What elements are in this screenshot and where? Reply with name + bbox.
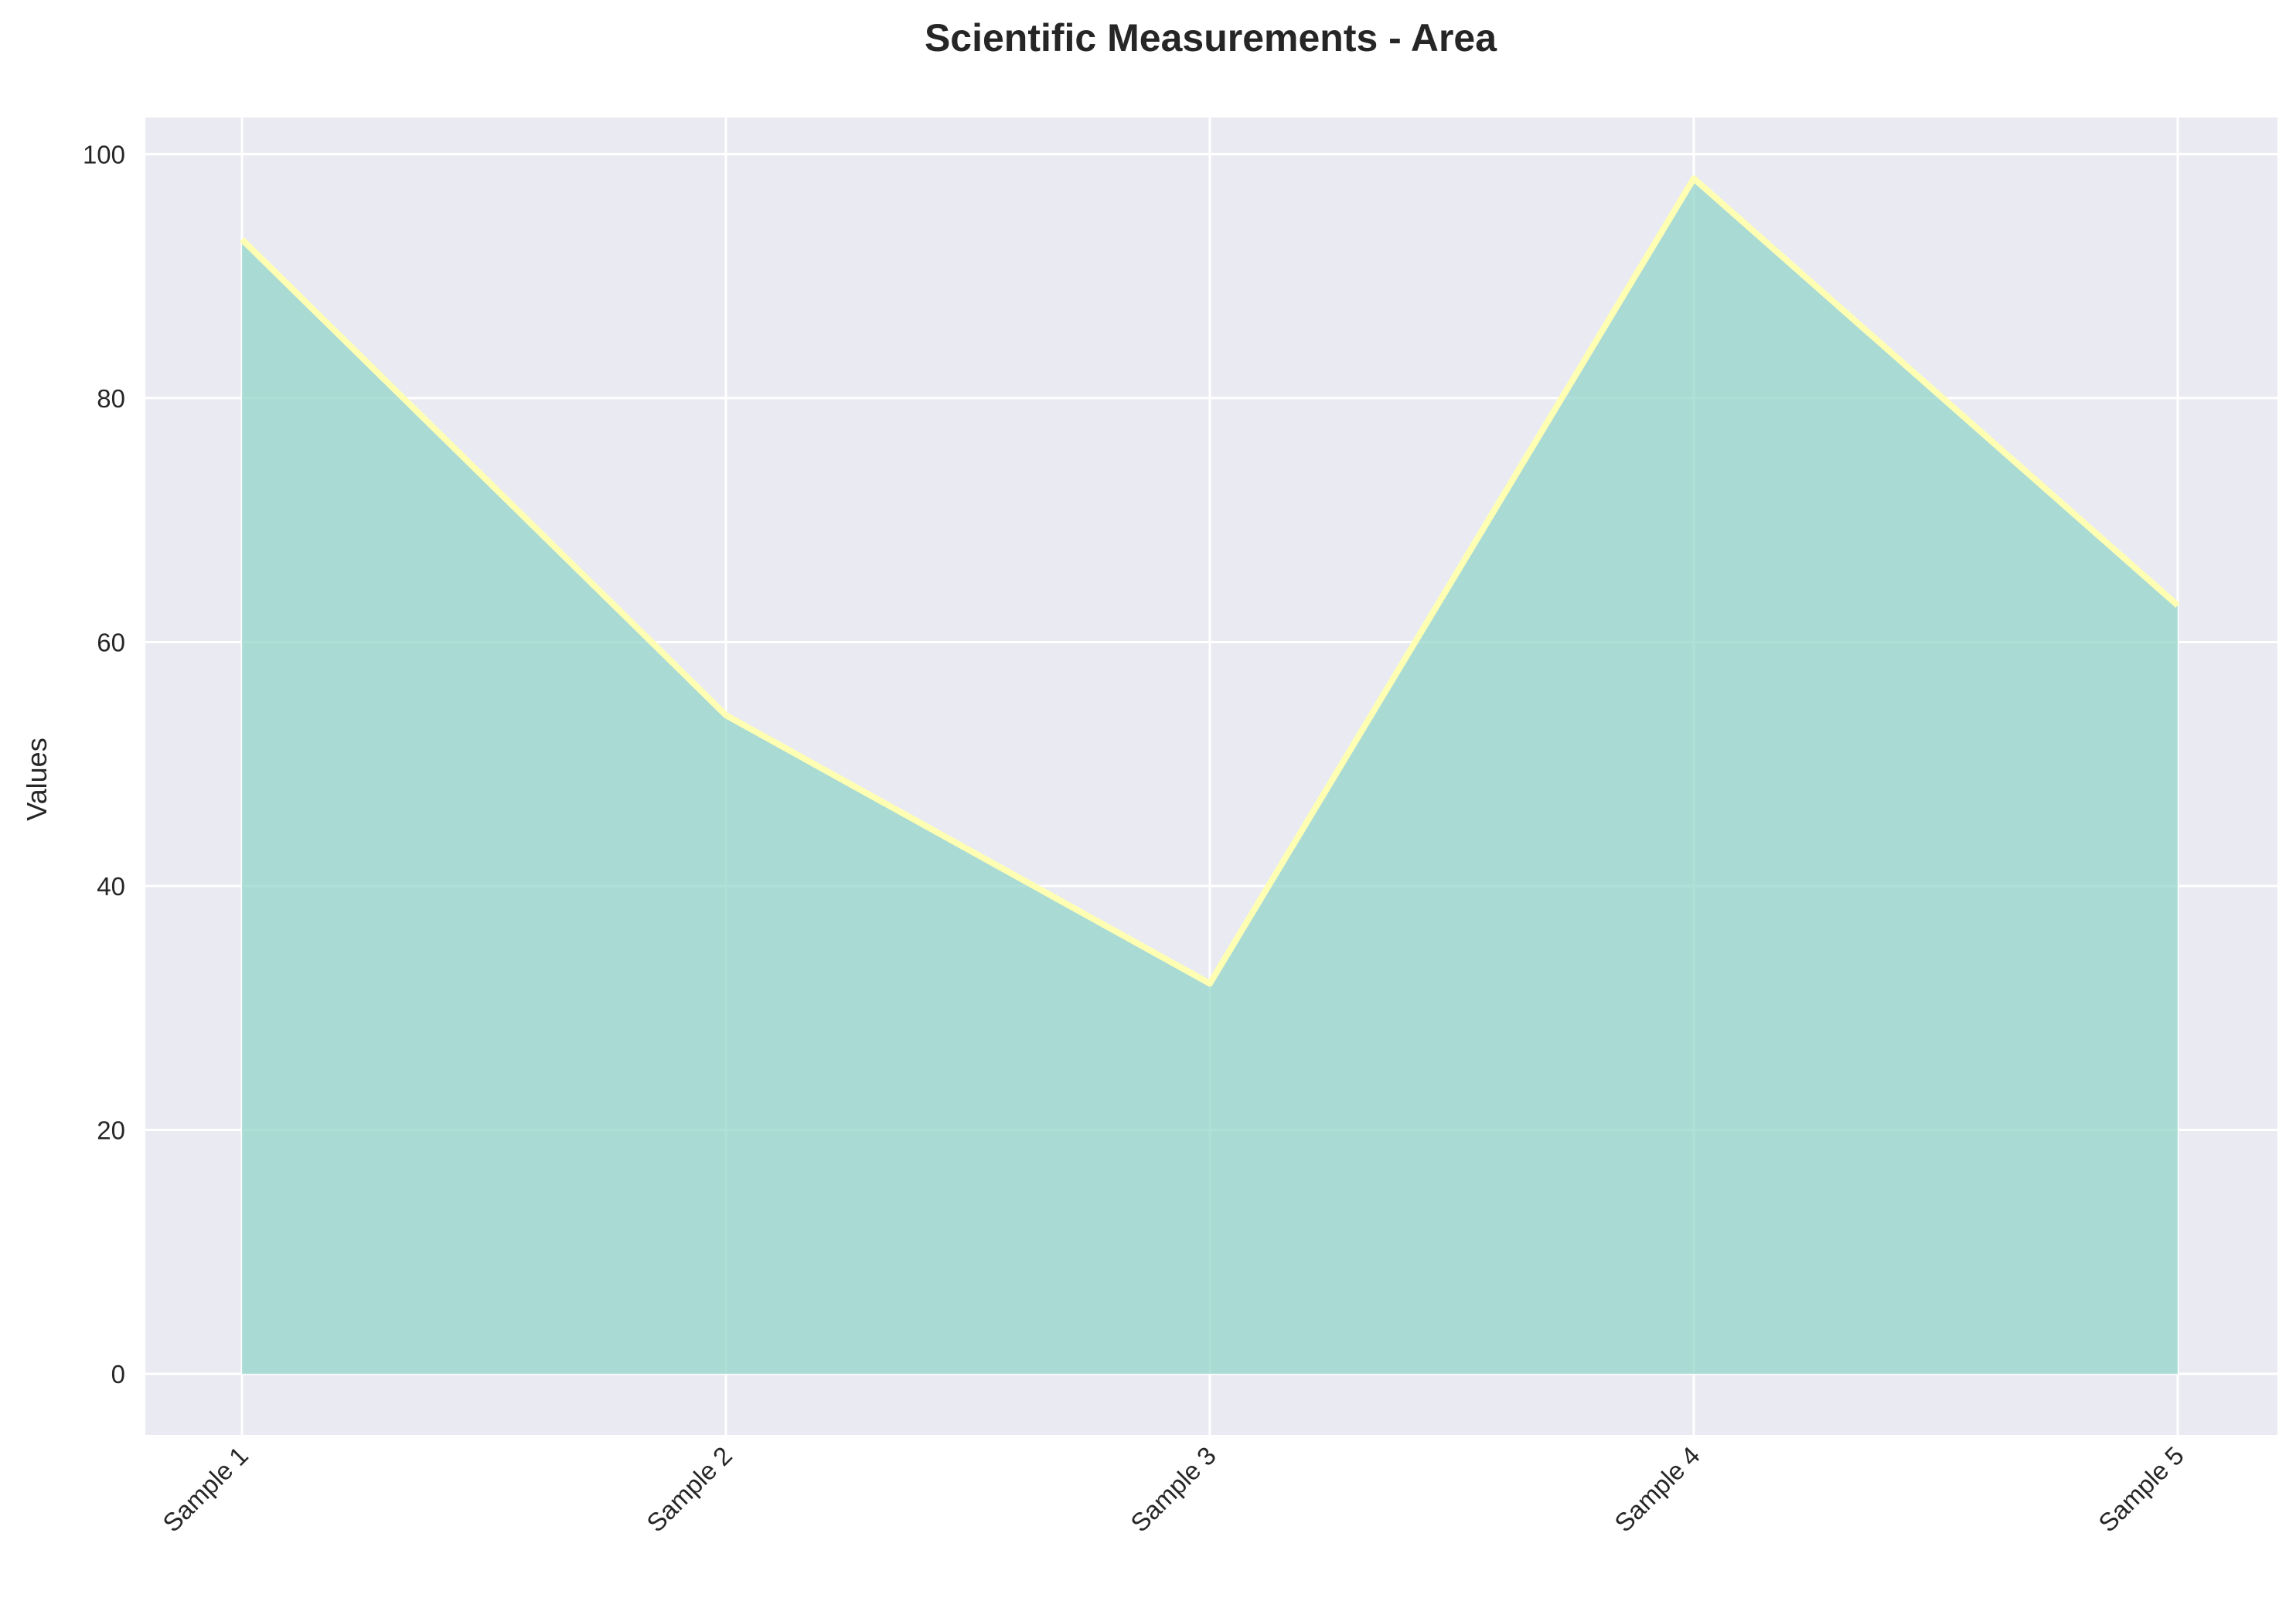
- x-tick-label: Sample 2: [641, 1441, 738, 1538]
- y-tick-label: 100: [83, 140, 125, 169]
- y-tick-label: 80: [97, 384, 125, 413]
- x-tick-label: Sample 5: [2093, 1441, 2189, 1538]
- x-tick-label: Sample 3: [1125, 1441, 1221, 1538]
- y-tick-labels: 0 20 40 60 80 100: [83, 140, 125, 1388]
- x-tick-labels: Sample 1 Sample 2 Sample 3 Sample 4 Sample 5: [157, 1441, 2189, 1538]
- x-tick-label: Sample 4: [1609, 1441, 1705, 1538]
- y-tick-label: 0: [111, 1360, 125, 1388]
- y-tick-label: 20: [97, 1116, 125, 1145]
- area-fill: [242, 178, 2178, 1375]
- y-axis-label: Values: [21, 738, 53, 820]
- x-tick-label: Sample 1: [157, 1441, 254, 1538]
- y-tick-label: 60: [97, 628, 125, 656]
- area-line: [240, 175, 2180, 987]
- chart-title: Scientific Measurements - Area: [925, 16, 1497, 60]
- y-tick-label: 40: [97, 872, 125, 901]
